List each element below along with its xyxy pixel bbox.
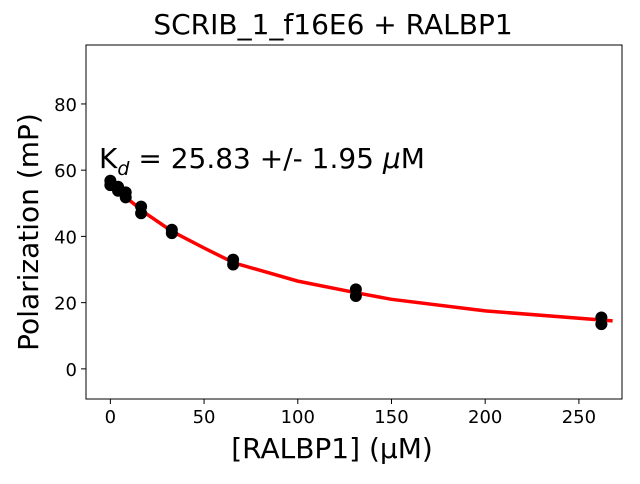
- annotation-part: = 25.83 +/- 1.95: [129, 142, 382, 175]
- y-tick-label: 80: [54, 95, 77, 116]
- annotation-subscript: d: [117, 158, 130, 180]
- annotation-part: M: [401, 142, 425, 175]
- data-point: [165, 223, 178, 236]
- x-tick-label: 100: [281, 407, 315, 428]
- annotation-part: μ: [382, 142, 401, 175]
- data-point: [119, 186, 132, 199]
- x-tick-label: 0: [105, 407, 116, 428]
- plot-frame: [85, 44, 623, 400]
- data-point: [349, 283, 362, 296]
- x-tick-label: 200: [468, 407, 502, 428]
- y-tick-label: 20: [54, 294, 77, 315]
- y-axis-label: Polarization (mP): [12, 113, 45, 351]
- y-tick-label: 60: [54, 161, 77, 182]
- x-tick-label: 250: [562, 407, 596, 428]
- x-axis-label: [RALBP1] (μM): [231, 432, 433, 465]
- annotation: Kd = 25.83 +/- 1.95 μM: [99, 142, 425, 180]
- data-point: [595, 311, 608, 324]
- x-tick-label: 150: [374, 407, 408, 428]
- fit-line: [109, 182, 613, 323]
- y-tick-label: 0: [66, 360, 77, 381]
- annotation-part: K: [99, 142, 118, 175]
- x-tick-label: 50: [193, 407, 216, 428]
- y-tick-label: 40: [54, 227, 77, 248]
- data-point: [135, 200, 148, 213]
- chart-title: SCRIB_1_f16E6 + RALBP1: [153, 8, 512, 41]
- data-point: [227, 253, 240, 266]
